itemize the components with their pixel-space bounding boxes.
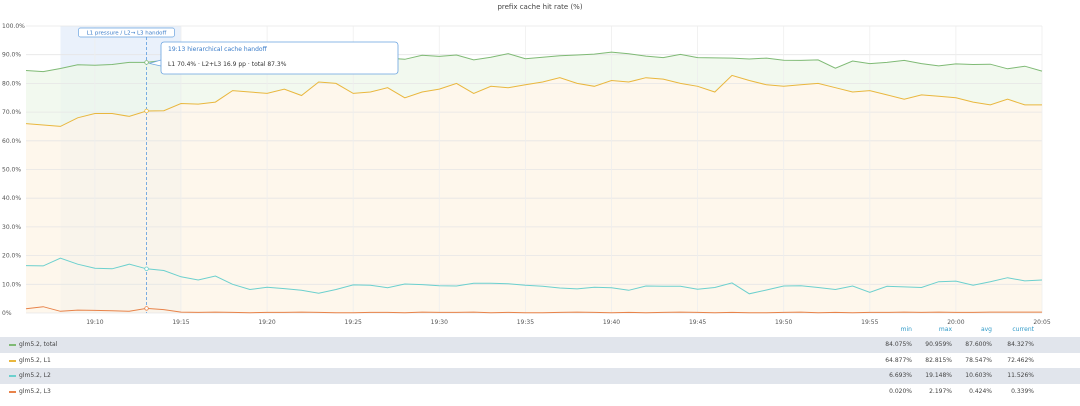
x-tick-label: 19:15 (172, 319, 189, 326)
x-tick-label: 19:55 (861, 319, 878, 326)
series-line-2 (25, 257, 1043, 295)
legend-row-total[interactable]: glm5.2, total 84.075% 90.959% 87.600% 84… (0, 337, 1080, 353)
stats-header-current[interactable]: current (1012, 326, 1034, 333)
x-tick-label: 19:30 (431, 319, 448, 326)
y-tick-label: 90.0% (2, 52, 21, 59)
series-line-1 (25, 74, 1042, 127)
y-tick-label: 80.0% (2, 80, 21, 87)
legend-avg: 78.547% (965, 356, 992, 364)
legend-avg: 10.603% (965, 372, 992, 379)
legend-current: 84.327% (1007, 341, 1034, 348)
legend-min: 64.877% (885, 356, 912, 364)
y-tick-label: 60.0% (2, 138, 21, 145)
x-tick-label: 19:20 (258, 319, 275, 326)
x-tick-label: 19:10 (86, 319, 103, 326)
stats-header-min[interactable]: min (900, 326, 912, 333)
legend-series-name: glm5.2, total (19, 341, 58, 348)
marker-point-1 (144, 108, 149, 114)
legend-avg: 87.600% (965, 341, 992, 348)
x-tick-label: 19:50 (775, 319, 792, 326)
series-line-3 (25, 306, 1042, 314)
y-tick-label: 100.0% (2, 23, 25, 30)
legend-min: 6.693% (889, 372, 912, 379)
y-tick-label: 70.0% (2, 109, 21, 116)
x-tick-label: 19:35 (517, 319, 534, 326)
stats-header-avg[interactable]: avg (980, 326, 992, 333)
legend-row-l3[interactable]: glm5.2, L3 0.020% 2.197% 0.424% 0.339% (0, 384, 1080, 400)
tooltip-pointer (148, 59, 162, 67)
legend-avg: 0.424% (969, 387, 992, 395)
legend-current: 11.526% (1007, 372, 1034, 379)
x-tick-label: 19:40 (603, 319, 620, 326)
legend-series-name: glm5.2, L3 (19, 387, 51, 395)
marker-point-0 (144, 60, 149, 65)
y-tick-label: 30.0% (2, 224, 21, 231)
legend-min: 0.020% (889, 387, 912, 395)
legend-row-l1[interactable]: glm5.2, L1 64.877% 82.815% 78.547% 72.46… (0, 353, 1080, 369)
legend-series-name: glm5.2, L1 (19, 356, 51, 364)
legend-current: 0.339% (1011, 387, 1034, 395)
annotation-label-box (78, 27, 175, 38)
x-tick-label: 20:00 (947, 319, 964, 326)
legend-swatch (9, 344, 16, 346)
area-fill-l1 (26, 75, 1042, 313)
stats-header-max[interactable]: max (938, 326, 952, 333)
legend-swatch (9, 375, 16, 377)
chart-title: prefix cache hit rate (%) (497, 3, 583, 11)
tooltip-title: 19:13 hierarchical cache handoff (168, 46, 268, 53)
chart-plot[interactable]: 100.0% 90.0% 80.0% 70.0% 60.0% 50.0% 40.0% 30.0… (0, 0, 1080, 330)
marker-point-2 (144, 266, 149, 272)
tooltip-box (160, 41, 399, 75)
legend-max: 90.959% (925, 341, 952, 348)
x-tick-label: 19:25 (345, 319, 362, 326)
x-tick-label: 19:45 (689, 319, 706, 326)
legend-max: 82.815% (925, 356, 952, 364)
stats-header: min max avg current (0, 326, 1080, 336)
legend-current: 72.462% (1007, 356, 1034, 364)
legend-swatch (9, 359, 16, 362)
legend-table: glm5.2, total 84.075% 90.959% 87.600% 84… (0, 337, 1080, 399)
legend-row-l2[interactable]: glm5.2, L2 6.693% 19.148% 10.603% 11.526… (0, 368, 1080, 384)
y-tick-label: 50.0% (2, 167, 21, 174)
y-tick-label: 10.0% (2, 281, 21, 288)
y-tick-label: 0% (2, 310, 12, 317)
tooltip-detail: L1 70.4% · L2+L3 16.9 pp · total 87.3% (168, 61, 287, 68)
marker-point-3 (144, 306, 149, 311)
annotation-label: L1 pressure / L2→ L3 handoff (87, 31, 167, 37)
x-tick-label: 20:05 (1033, 319, 1050, 326)
y-tick-label: 40.0% (2, 195, 21, 202)
legend-series-name: glm5.2, L2 (19, 372, 51, 379)
y-tick-label: 20.0% (2, 253, 21, 260)
legend-max: 2.197% (929, 387, 952, 395)
legend-max: 19.148% (925, 372, 952, 379)
legend-swatch (9, 390, 16, 393)
legend-min: 84.075% (885, 341, 912, 348)
